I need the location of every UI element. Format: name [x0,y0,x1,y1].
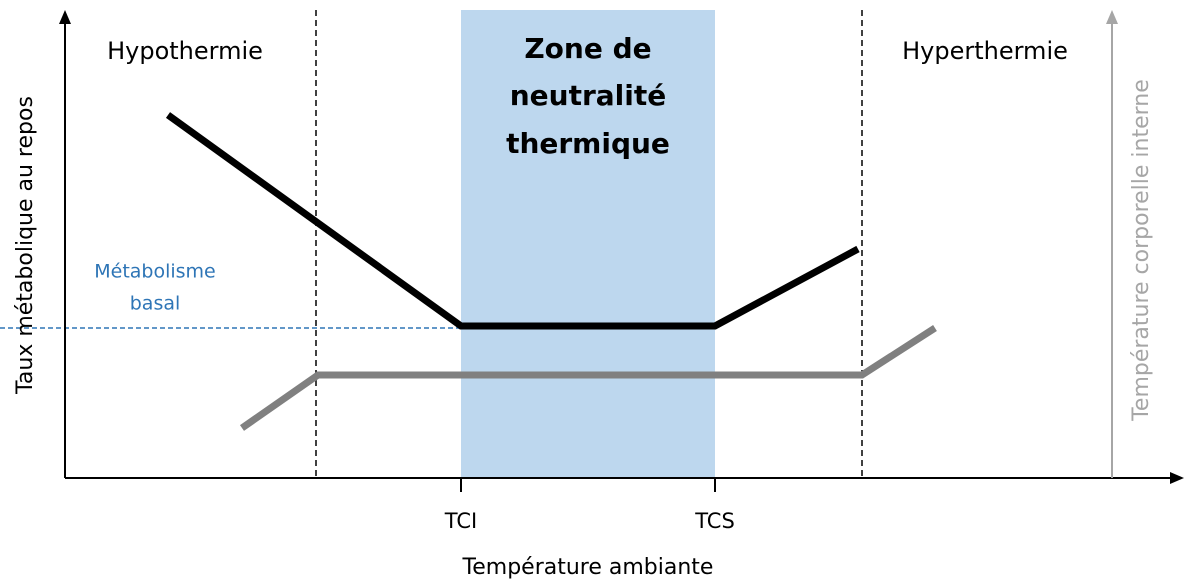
tick-label: TCI [444,509,477,533]
y2-axis-arrow [1106,10,1118,24]
zone-label: Zone de [524,32,651,65]
y-axis-arrow [59,10,71,24]
hypothermia-label: Hypothermie [107,37,263,65]
x-axis-label: Température ambiante [462,555,714,580]
y2-axis-label: Température corporelle interne [1129,79,1154,422]
x-axis-arrow [1170,472,1184,484]
basal-label: Métabolisme [94,261,216,283]
metabolic-curve [165,112,860,330]
neutral-zone [461,10,715,478]
zone-label: neutralité [510,79,667,112]
tick-label: TCS [694,509,735,533]
y-axis-label: Taux métabolique au repos [13,96,38,395]
basal-label: basal [130,293,181,315]
hyperthermia-label: Hyperthermie [902,37,1068,65]
zone-label: thermique [506,127,670,160]
body-temp-curve [239,325,937,431]
